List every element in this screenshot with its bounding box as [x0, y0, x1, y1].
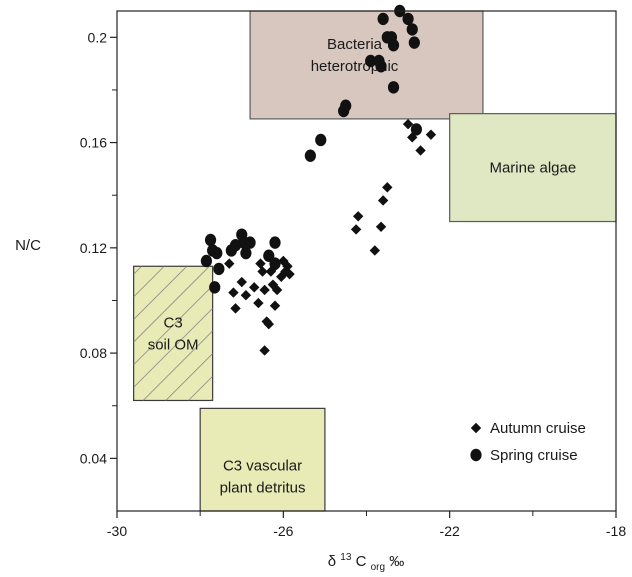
spring-point [244, 236, 256, 249]
y-axis-label: N/C [15, 237, 41, 254]
autumn-point [257, 266, 268, 277]
autumn-point [249, 282, 260, 293]
x-tick-label: -22 [440, 523, 460, 539]
autumn-point [224, 258, 235, 269]
spring-point [340, 99, 352, 112]
autumn-point [425, 129, 437, 140]
region-marine-algae: Marine algae [449, 113, 617, 223]
region-c3-soil-om-label: C3 [164, 314, 183, 331]
autumn-point [284, 268, 295, 280]
region-c3-vascular-label: plant detritus [220, 479, 306, 496]
x-axis-label-main: C [356, 553, 367, 570]
spring-point [209, 281, 221, 294]
series-diamond [224, 118, 437, 356]
legend: Autumn cruise Spring cruise [470, 420, 586, 464]
spring-point [213, 262, 225, 276]
autumn-point [263, 318, 274, 330]
region-c3-vascular-box [199, 407, 326, 512]
autumn-point [240, 290, 252, 301]
autumn-point [236, 276, 247, 288]
spring-point [402, 12, 414, 26]
autumn-point [255, 258, 266, 269]
autumn-point [382, 182, 393, 193]
spring-point [269, 236, 281, 249]
spring-point [240, 246, 252, 260]
y-tick-label: 0.16 [80, 135, 107, 151]
spring-point [200, 254, 213, 268]
autumn-point [259, 345, 270, 356]
autumn-point [402, 118, 414, 130]
region-marine-algae-label: Marine algae [489, 160, 576, 177]
x-tick-label: -30 [107, 523, 127, 539]
autumn-point [230, 303, 241, 314]
x-axis-label-suffix: ‰ [389, 553, 404, 570]
spring-point [365, 54, 377, 68]
spring-point [406, 23, 418, 36]
y-tick-label: 0.08 [80, 345, 107, 361]
autumn-point [228, 287, 239, 298]
legend-circle-marker [470, 448, 482, 462]
y-tick-label: 0.2 [88, 29, 108, 45]
spring-point [204, 233, 217, 247]
legend-label: Spring cruise [490, 447, 578, 464]
series-circle [200, 4, 422, 294]
autumn-point [271, 284, 283, 296]
x-axis-label-prefix: δ [328, 553, 341, 570]
spring-point [377, 12, 389, 26]
spring-point [387, 39, 400, 52]
axis-ticks: -30 -26 -22 -18 0.04 0.08 0.12 0.16 0.2 [80, 29, 627, 539]
autumn-point [253, 297, 264, 309]
autumn-point [369, 245, 381, 256]
autumn-point [352, 211, 364, 222]
spring-point [387, 81, 400, 94]
region-c3-soil-om: C3 soil OM [133, 265, 214, 402]
x-tick-label: -26 [273, 523, 293, 539]
spring-point [269, 257, 281, 270]
legend-diamond-marker [470, 422, 482, 434]
autumn-point [415, 145, 426, 156]
data-points [200, 4, 437, 356]
spring-point [211, 246, 223, 260]
x-axis-label: δ 13 C org ‰ [328, 547, 404, 574]
spring-point [410, 123, 422, 136]
region-bacteria-label: Bacteria [327, 36, 383, 53]
region-c3-vascular: C3 vascular plant detritus [199, 407, 326, 512]
region-c3-vascular-label: C3 vascular [223, 457, 302, 474]
legend-label: Autumn cruise [490, 420, 586, 437]
autumn-point [282, 261, 293, 272]
autumn-point [375, 221, 387, 232]
region-c3-soil-om-label: soil OM [148, 336, 199, 353]
spring-point [375, 60, 387, 73]
spring-point [408, 36, 420, 49]
autumn-point [269, 300, 281, 311]
region-c3-soil-om-hatch [133, 266, 213, 401]
autumn-point [259, 284, 270, 296]
x-tick-label: -18 [606, 523, 626, 539]
spring-point [315, 133, 327, 147]
autumn-point [377, 195, 389, 206]
x-axis-label-sup: 13 [340, 552, 352, 563]
spring-point [304, 149, 316, 162]
y-tick-label: 0.12 [80, 240, 107, 256]
autumn-point [350, 224, 362, 235]
x-axis-label-sub: org [371, 562, 385, 573]
y-tick-label: 0.04 [80, 450, 107, 466]
